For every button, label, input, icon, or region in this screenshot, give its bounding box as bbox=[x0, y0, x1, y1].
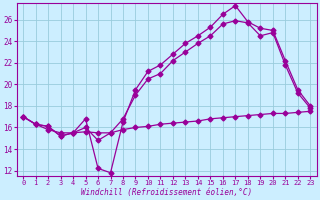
X-axis label: Windchill (Refroidissement éolien,°C): Windchill (Refroidissement éolien,°C) bbox=[81, 188, 252, 197]
